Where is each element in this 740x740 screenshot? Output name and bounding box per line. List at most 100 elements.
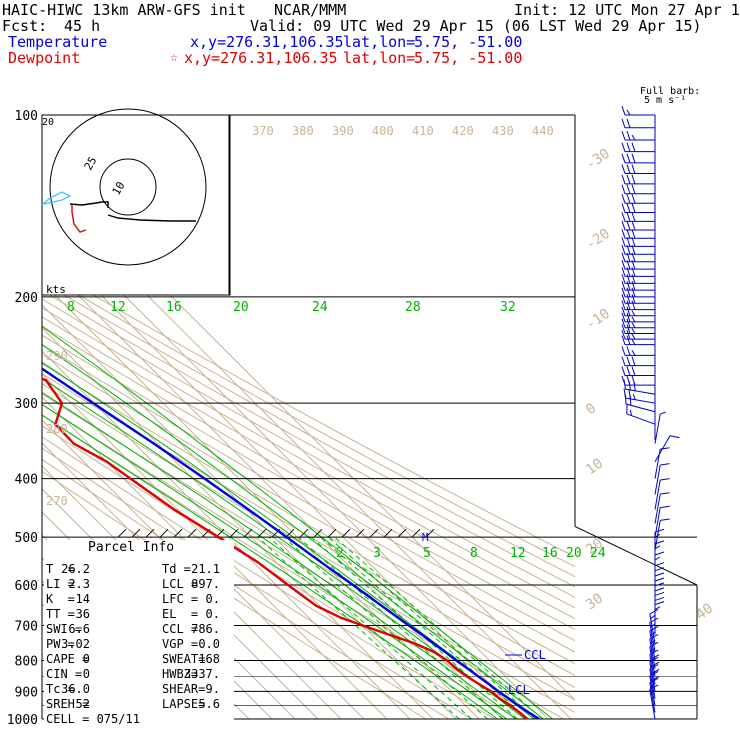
parcel-info-cell: 897. (191, 577, 220, 591)
parcel-info-cell: TT = (46, 607, 75, 621)
wind-barb (621, 153, 655, 164)
header-init: Init: 12 UTC Mon 27 Apr 15 (514, 1, 740, 19)
wind-barb-flag (621, 245, 626, 255)
mixing-ratio-line (268, 536, 472, 719)
wind-barb-flag (632, 394, 636, 400)
wind-barb-flag (650, 647, 656, 653)
wind-barb-flag (631, 328, 636, 334)
wind-barb (654, 492, 670, 524)
wind-barb-flag (621, 194, 626, 204)
wind-barb-flag (631, 366, 636, 376)
wind-barb (621, 329, 655, 340)
isotherm-label: 20 (583, 536, 606, 559)
hatch-mark (425, 528, 435, 538)
parcel-info-cell: SHEAR= (162, 682, 206, 696)
m-marker-label: M (422, 531, 429, 544)
theta-label: 380 (292, 124, 314, 138)
wind-barb-flag (626, 281, 631, 291)
wind-barb (621, 312, 655, 323)
wind-barb-flag (623, 379, 626, 390)
wind-barb-flag (626, 245, 631, 255)
wind-barb-flag (621, 252, 626, 262)
wind-barb (621, 130, 655, 141)
temperature-latlon-label: lat,lon= (343, 33, 416, 51)
mixing-ratio-label: 8 (470, 546, 478, 561)
wind-barb-flag (626, 229, 631, 239)
wind-barb-flag (631, 220, 636, 231)
wind-barb-shaft (649, 668, 656, 699)
wind-barb-shaft (654, 449, 661, 479)
wind-barb-flag (650, 623, 656, 628)
wind-barb (621, 212, 655, 222)
wind-barb-flag (654, 556, 661, 561)
wind-barb-flag (631, 229, 636, 239)
wind-barb-flag (650, 631, 656, 637)
mixing-ratio-label: 24 (590, 546, 606, 561)
isotherm-label: 0 (583, 400, 599, 418)
wind-barb (623, 379, 656, 395)
hodograph-ring-label: 10 (110, 179, 128, 197)
dry-adiabat-line (42, 264, 575, 558)
wind-barb (626, 404, 656, 425)
mixing-ratio-label: 12 (510, 546, 526, 561)
parcel-info-cell: 3337. (183, 667, 220, 681)
hatch-mark (397, 528, 407, 538)
wind-barb (621, 366, 655, 377)
wind-barb-flag (649, 649, 659, 655)
hatch-mark (369, 528, 379, 538)
parcel-info-cell: 21.1 (191, 562, 220, 576)
wind-barb-flag (631, 184, 636, 194)
wind-barb-flag (626, 335, 631, 345)
wind-barb-flag (626, 356, 631, 366)
wind-barb-flag (631, 287, 636, 297)
wind-barb-flag (631, 294, 636, 304)
wind-barb-flag (621, 312, 626, 322)
moist-adiabat-label: 28 (405, 300, 421, 315)
wind-barb-flag (626, 212, 631, 222)
header-fcst-value: 45 h (64, 17, 101, 35)
wind-barb (654, 601, 665, 635)
wind-barb-flag (621, 300, 626, 310)
pressure-tick-label: 100 (15, 109, 38, 124)
wind-barb-flag (631, 174, 636, 184)
parcel-info-cell: 168 (198, 652, 220, 666)
theta-label: 270 (46, 494, 68, 508)
wind-barb-flag (626, 274, 631, 284)
wind-barb-flag (621, 260, 626, 270)
header-org: NCAR/MMM (274, 1, 347, 19)
isotherm-label: -20 (583, 226, 613, 254)
ccl-label: CCL (524, 648, 546, 662)
isotherm-label: 40 (693, 601, 716, 624)
wind-barb (621, 164, 655, 175)
wind-barb-flag (660, 492, 670, 495)
wind-barb-flag (650, 639, 656, 645)
wind-barb-flag (631, 142, 636, 152)
wind-barb-flag (621, 294, 626, 304)
pressure-tick-label: 800 (15, 654, 38, 669)
wind-barb (621, 346, 655, 356)
hatch-mark (313, 528, 323, 538)
parcel-info-cell: PW = (46, 637, 75, 651)
header-model: HAIC-HIWC 13km ARW-GFS init (2, 1, 246, 19)
wind-barb-flag (649, 684, 659, 690)
wind-barb-shaft (649, 613, 656, 644)
parcel-info-cell: 0.0 (198, 637, 220, 651)
wind-barb-flag (631, 153, 636, 163)
dry-adiabat-line (42, 373, 575, 689)
wind-barb-flag (660, 411, 666, 415)
wind-barb-flag (631, 164, 636, 174)
wind-barb (621, 252, 655, 263)
wind-barb-flag (621, 184, 626, 194)
parcel-info-cell: SREH = (46, 697, 90, 711)
wind-barb-flag (654, 591, 665, 596)
wind-barb-flag (654, 601, 665, 606)
wind-barb-flag (649, 671, 659, 677)
wind-barb-flag (621, 274, 626, 284)
theta-label: 390 (332, 124, 354, 138)
theta-label: 410 (412, 124, 434, 138)
mixing-ratio-label: 3 (373, 546, 381, 561)
parcel-info-cell: VGP = (162, 637, 199, 651)
wind-barb-flag (621, 356, 626, 366)
wind-barb-shaft (649, 646, 656, 677)
parcel-info-cell: 5.6 (198, 697, 220, 711)
